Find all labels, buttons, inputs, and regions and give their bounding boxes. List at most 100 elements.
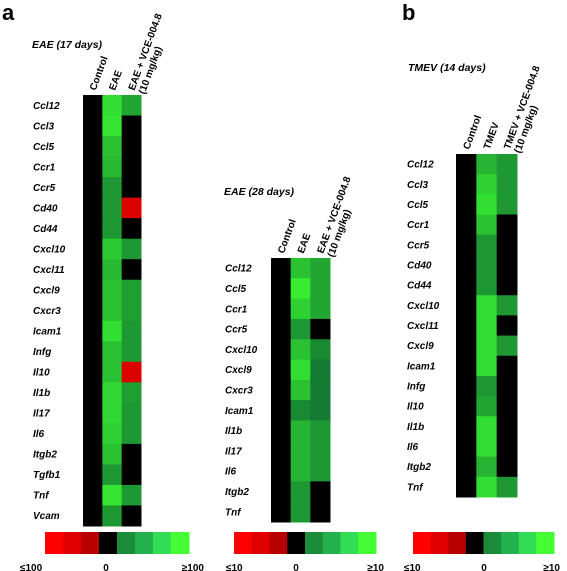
row-label-cxcl10: Cxcl10 bbox=[407, 301, 440, 312]
row-label-tnf: Tnf bbox=[33, 491, 50, 502]
column-label-eae: EAE bbox=[107, 69, 124, 92]
row-label-il6: Il6 bbox=[407, 442, 419, 453]
cell-tnf-2 bbox=[121, 484, 142, 506]
cell-vcam-2 bbox=[121, 505, 142, 527]
cell-cd44-0 bbox=[83, 218, 103, 240]
cell-cxcl11-0 bbox=[83, 259, 103, 281]
cell-ccl3-0 bbox=[456, 174, 477, 195]
row-label-ccl3: Ccl3 bbox=[33, 121, 55, 132]
colorbar-1-mid-label: 0 bbox=[103, 563, 109, 571]
row-label-ccl5: Ccl5 bbox=[33, 142, 55, 153]
cell-tnf-2 bbox=[310, 501, 331, 523]
cell-ccr1-0 bbox=[456, 214, 477, 236]
cell-tgfb1-2 bbox=[121, 464, 142, 486]
cell-il10-1 bbox=[476, 396, 498, 417]
cell-itgb2-2 bbox=[310, 481, 331, 503]
row-label-tgfb1: Tgfb1 bbox=[33, 470, 61, 481]
heatmap-eae-17-days: Ccl12 Ccl3 Ccl5 Ccr1 Ccr5 Cd40 Cd44 Cxcl10 Cxcl1… bbox=[33, 12, 165, 527]
cell-ccr5-2 bbox=[121, 177, 142, 199]
cb2-swatch-7 bbox=[358, 532, 377, 554]
cell-ccl5-0 bbox=[271, 278, 292, 300]
cell-icam1-2 bbox=[121, 320, 142, 342]
cell-infg-0 bbox=[83, 341, 103, 363]
cell-tnf-1 bbox=[290, 501, 311, 523]
cb1-swatch-6 bbox=[153, 532, 172, 554]
cell-il17-0 bbox=[271, 440, 292, 462]
row-label-tnf: Tnf bbox=[225, 507, 242, 518]
row-label-il17: Il17 bbox=[225, 446, 242, 457]
cell-cxcl10-0 bbox=[456, 295, 477, 316]
cell-cd40-0 bbox=[83, 197, 103, 219]
row-label-ccl12: Ccl12 bbox=[225, 264, 252, 275]
cell-il6-0 bbox=[456, 436, 477, 458]
row-label-cxcl10: Cxcl10 bbox=[225, 345, 258, 356]
cell-cxcl9-1 bbox=[476, 335, 498, 357]
cell-ccr1-1 bbox=[476, 214, 498, 236]
cell-ccr1-2 bbox=[310, 298, 331, 320]
cell-tgfb1-1 bbox=[102, 464, 123, 486]
cell-ccl5-0 bbox=[83, 136, 103, 158]
row-label-itgb2: Itgb2 bbox=[225, 487, 249, 498]
heatmap-1-title: EAE (17 days) bbox=[32, 39, 103, 51]
cell-ccl12-0 bbox=[456, 154, 477, 175]
colorbar-2-max-label: ≥10 bbox=[367, 563, 384, 571]
row-label-ccl12: Ccl12 bbox=[33, 101, 60, 112]
cell-cxcl10-0 bbox=[83, 238, 103, 260]
row-label-cd44: Cd44 bbox=[33, 224, 58, 235]
cell-ccr5-0 bbox=[456, 234, 477, 256]
cell-il1b-1 bbox=[476, 416, 498, 437]
cell-icam1-0 bbox=[271, 400, 292, 421]
cell-il10-1 bbox=[102, 361, 123, 383]
cell-cd40-0 bbox=[456, 254, 477, 276]
heatmap-eae-28-days: Ccl12 Ccl5 Ccr1 Ccr5 Cxcl10 Cxcl9 Cxcr3 Icam1 Il… bbox=[225, 175, 354, 523]
cell-cxcl9-0 bbox=[271, 359, 292, 381]
row-label-cd40: Cd40 bbox=[33, 203, 58, 214]
cell-cd40-1 bbox=[102, 197, 123, 219]
row-label-il1b: Il1b bbox=[407, 422, 424, 433]
cell-ccr5-1 bbox=[290, 318, 311, 340]
cell-ccr1-1 bbox=[102, 156, 123, 178]
cell-ccr5-1 bbox=[102, 177, 123, 199]
cell-ccl5-1 bbox=[476, 194, 498, 216]
cell-cxcl9-1 bbox=[102, 279, 123, 301]
cell-cxcl10-2 bbox=[310, 339, 331, 361]
cell-ccr5-2 bbox=[310, 318, 331, 340]
cell-ccl12-1 bbox=[290, 258, 311, 279]
cell-cxcl11-1 bbox=[102, 259, 123, 281]
cell-itgb2-1 bbox=[290, 481, 311, 503]
cb2-swatch-0 bbox=[234, 532, 253, 554]
cell-cxcl9-0 bbox=[83, 279, 103, 301]
cell-il6-0 bbox=[271, 461, 292, 482]
cell-il1b-2 bbox=[310, 420, 331, 442]
cb3-swatch-6 bbox=[518, 532, 537, 554]
cb1-swatch-3 bbox=[99, 532, 118, 554]
cell-icam1-1 bbox=[476, 355, 498, 377]
cell-icam1-0 bbox=[83, 320, 103, 342]
column-label-control: Control bbox=[276, 218, 299, 255]
row-label-cxcl11: Cxcl11 bbox=[33, 265, 65, 276]
cell-itgb2-0 bbox=[456, 456, 477, 478]
cell-il6-2 bbox=[310, 461, 331, 482]
cell-il1b-2 bbox=[496, 416, 518, 437]
cell-itgb2-2 bbox=[496, 456, 518, 478]
cell-il1b-1 bbox=[290, 420, 311, 442]
cell-infg-2 bbox=[496, 375, 518, 397]
cell-icam1-1 bbox=[290, 400, 311, 421]
colorbar-3 bbox=[413, 532, 555, 554]
cell-il1b-0 bbox=[83, 382, 103, 404]
cell-ccr1-2 bbox=[496, 214, 518, 236]
cb2-swatch-6 bbox=[340, 532, 359, 554]
cell-itgb2-1 bbox=[102, 443, 123, 465]
cell-ccl5-2 bbox=[121, 136, 142, 158]
cell-ccl3-0 bbox=[83, 115, 103, 137]
cell-cxcr3-1 bbox=[102, 300, 123, 322]
cell-ccl5-0 bbox=[456, 194, 477, 216]
cb2-swatch-5 bbox=[322, 532, 341, 554]
column-label-tmev: TMEV bbox=[482, 121, 502, 151]
row-label-il17: Il17 bbox=[33, 409, 50, 420]
row-label-il1b: Il1b bbox=[33, 388, 50, 399]
panel-a-letter: a bbox=[2, 0, 15, 25]
cell-cxcl10-1 bbox=[102, 238, 123, 260]
cb1-swatch-7 bbox=[171, 532, 190, 554]
row-label-ccr1: Ccr1 bbox=[407, 220, 430, 231]
